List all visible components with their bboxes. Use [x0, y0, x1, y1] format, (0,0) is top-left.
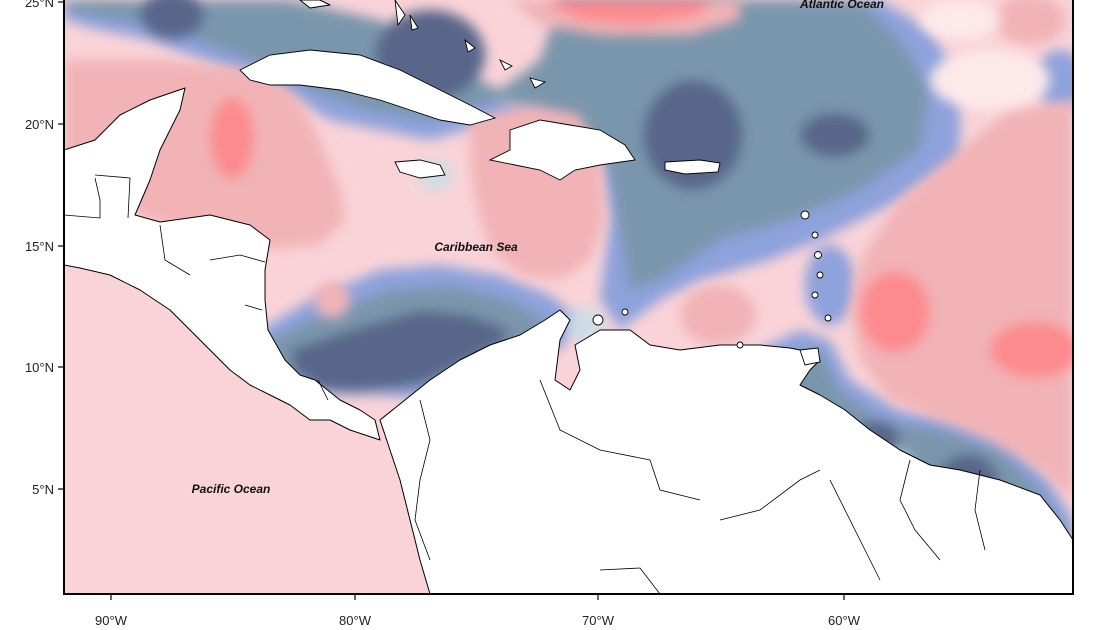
- bahamas-islands: [394, 0, 547, 89]
- lon-label-90w: 90°W: [95, 613, 128, 628]
- florida-landmass: [299, 0, 331, 9]
- field-layer: [64, 0, 1073, 594]
- jamaica-island: [394, 159, 446, 179]
- central-america-landmass: [64, 87, 381, 441]
- pacific-ocean-label: Pacific Ocean: [192, 482, 271, 496]
- caribbean-sea-label: Caribbean Sea: [434, 240, 518, 254]
- hispaniola-island: [488, 119, 636, 181]
- lesser-antilles-islands: [592, 210, 832, 349]
- lat-label-15n: 15°N: [25, 239, 54, 254]
- country-borders: [64, 174, 986, 594]
- lon-ticks: [110, 594, 845, 600]
- lon-label-70w: 70°W: [582, 613, 615, 628]
- puerto-rico-island: [664, 159, 721, 175]
- land-layer: [64, 0, 1073, 594]
- lat-ticks: [58, 1, 64, 490]
- plot-frame: [63, 0, 1074, 595]
- lat-label-25n: 25°N: [25, 0, 54, 10]
- lat-label-5n: 5°N: [32, 482, 54, 497]
- lon-label-80w: 80°W: [339, 613, 372, 628]
- atlantic-ocean-label: Atlantic Ocean: [799, 0, 884, 11]
- lat-label-20n: 20°N: [25, 117, 54, 132]
- lon-label-60w: 60°W: [828, 613, 861, 628]
- lat-label-10n: 10°N: [25, 360, 54, 375]
- trinidad-island: [799, 347, 821, 366]
- cuba-island: [239, 49, 497, 126]
